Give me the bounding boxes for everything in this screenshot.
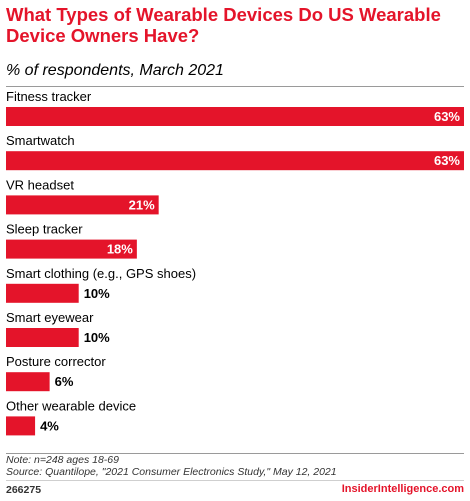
bar bbox=[6, 195, 159, 215]
bar bbox=[6, 328, 79, 347]
value-label: 4% bbox=[40, 418, 59, 433]
brand-link[interactable]: InsiderIntelligence.com bbox=[341, 483, 464, 495]
chart-note: Note: n=248 ages 18-69 bbox=[6, 454, 119, 466]
chart-title: What Types of Wearable Devices Do US Wea… bbox=[6, 4, 441, 46]
chart-id: 266275 bbox=[6, 484, 42, 496]
bar bbox=[6, 372, 50, 392]
bar bbox=[6, 416, 36, 436]
bottom-rule bbox=[6, 453, 464, 454]
value-label: 10% bbox=[84, 286, 110, 301]
category-label: Smart clothing (e.g., GPS shoes) bbox=[6, 266, 196, 281]
value-label: 21% bbox=[129, 197, 155, 212]
category-label: VR headset bbox=[6, 177, 74, 192]
bar bbox=[6, 239, 137, 259]
category-label: Sleep tracker bbox=[6, 222, 83, 237]
value-label: 18% bbox=[107, 242, 133, 257]
value-label: 63% bbox=[434, 153, 460, 168]
value-label: 10% bbox=[84, 330, 110, 345]
chart-subtitle: % of respondents, March 2021 bbox=[6, 62, 224, 79]
chart-source: Source: Quantilope, "2021 Consumer Elect… bbox=[6, 466, 337, 478]
category-label: Smartwatch bbox=[6, 133, 75, 148]
bar bbox=[6, 107, 464, 126]
value-label: 6% bbox=[55, 374, 74, 389]
bar bbox=[6, 151, 464, 171]
footer-rule bbox=[6, 480, 464, 481]
category-label: Smart eyewear bbox=[6, 310, 94, 325]
category-label: Posture corrector bbox=[6, 354, 106, 369]
bar-chart: Fitness tracker 63% Smartwatch 63% VR headse… bbox=[6, 89, 464, 436]
category-label: Fitness tracker bbox=[6, 89, 92, 104]
category-label: Other wearable device bbox=[6, 398, 136, 413]
top-rule bbox=[6, 86, 464, 87]
bar bbox=[6, 283, 79, 303]
value-label: 63% bbox=[434, 109, 460, 124]
